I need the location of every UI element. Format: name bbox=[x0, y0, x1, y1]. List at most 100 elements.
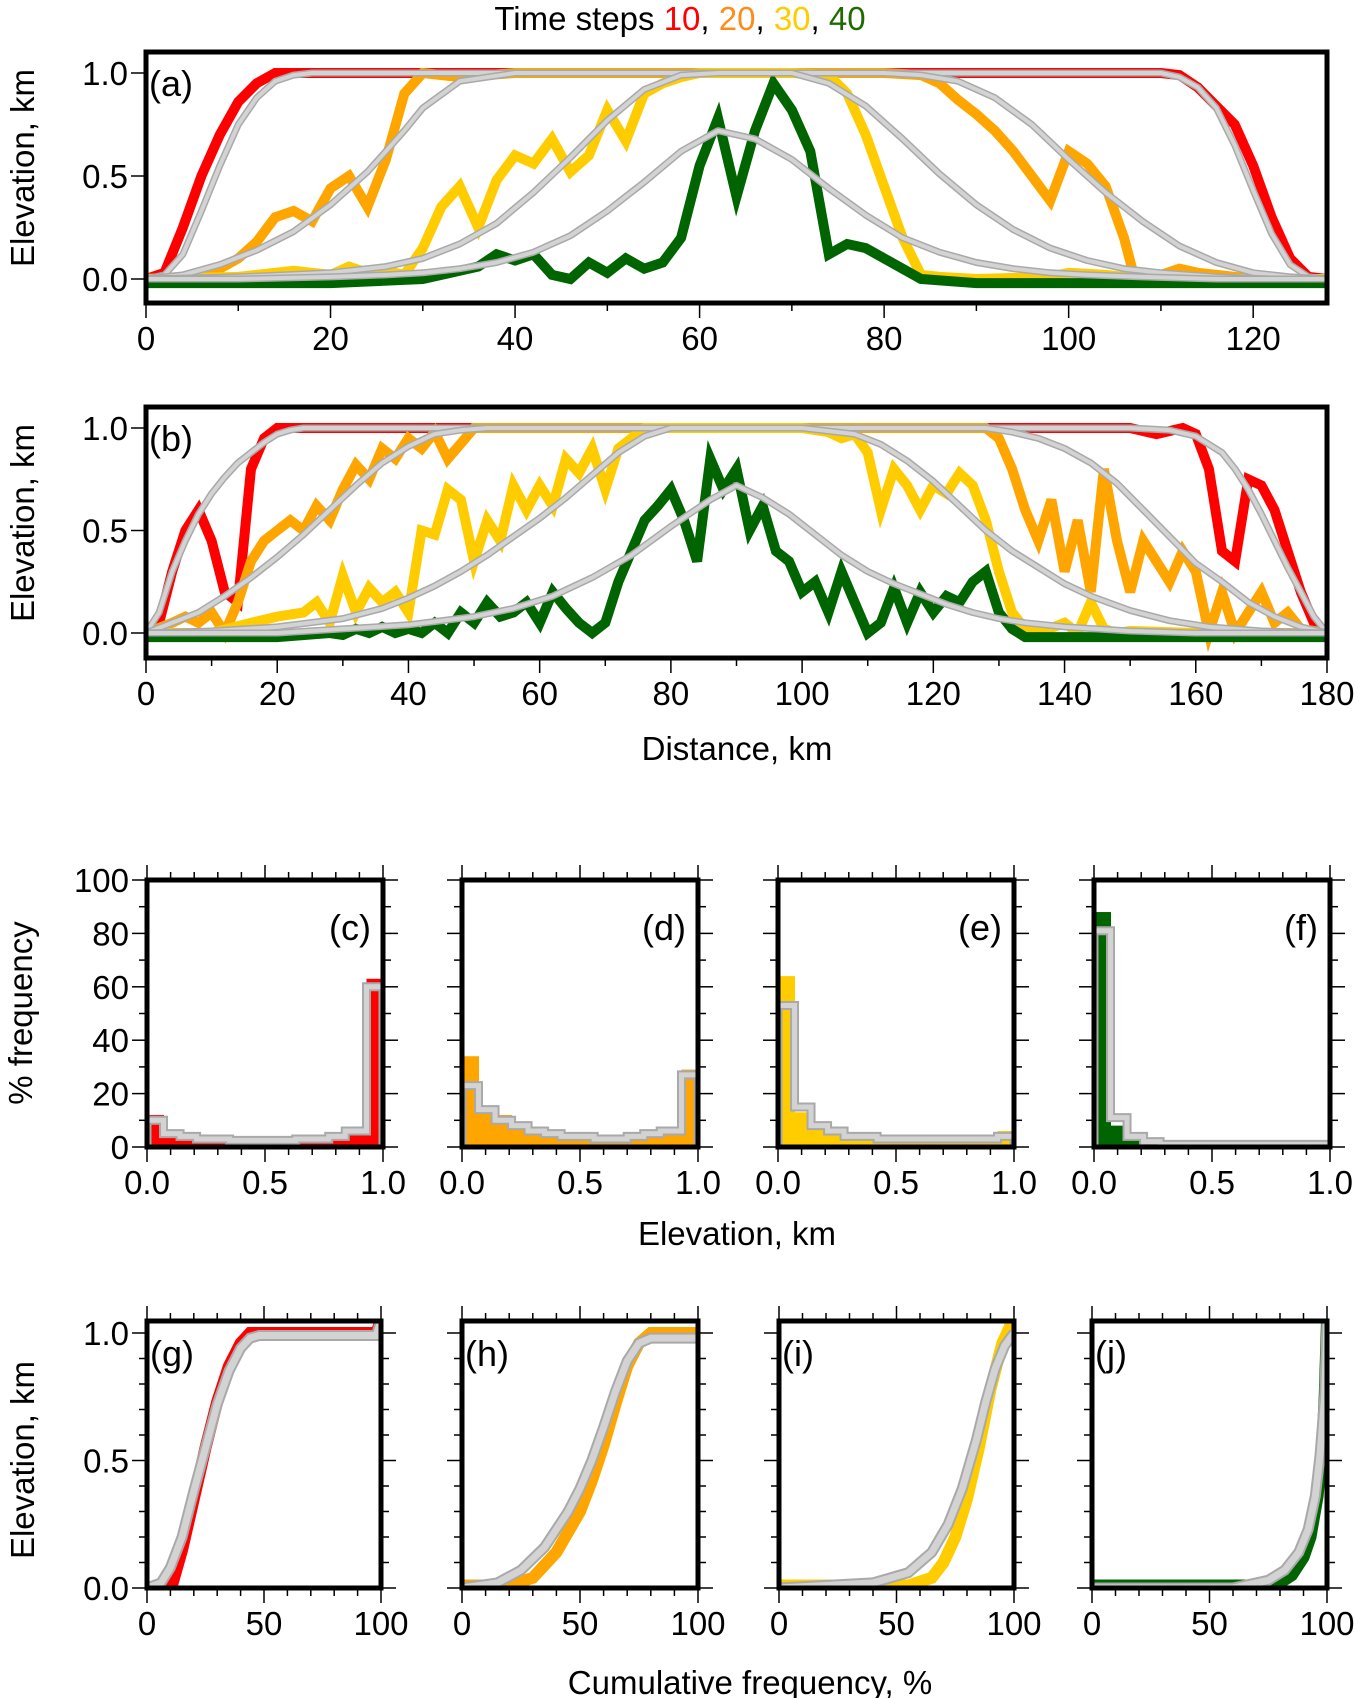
y-tick-label: 1.0 bbox=[82, 55, 128, 92]
panel-label-h: (h) bbox=[465, 1333, 509, 1374]
model-cumulative-outline bbox=[1092, 1321, 1327, 1588]
y-tick-label: 80 bbox=[92, 915, 129, 952]
title-separator: , bbox=[811, 0, 829, 37]
title-step-40: 40 bbox=[829, 0, 866, 37]
x-tick-label: 120 bbox=[1226, 320, 1281, 357]
x-tick-label: 50 bbox=[562, 1605, 599, 1642]
x-tick-label: 50 bbox=[1191, 1605, 1228, 1642]
x-tick-label: 0 bbox=[138, 1605, 156, 1642]
title-step-20: 20 bbox=[719, 0, 756, 37]
y-tick-label: 0.0 bbox=[82, 261, 128, 298]
y-tick-label: 0.5 bbox=[82, 513, 128, 550]
model-line-7 bbox=[146, 128, 1327, 281]
x-tick-label: 0.5 bbox=[873, 1164, 919, 1201]
panel-g: 0 50 100 0.0 0.5 1.0 (g) bbox=[83, 1306, 409, 1642]
frame-j bbox=[1089, 1318, 1330, 1591]
title-separator: , bbox=[700, 0, 718, 37]
y-tick-label: 0.5 bbox=[82, 158, 128, 195]
x-tick-label: 100 bbox=[1041, 320, 1096, 357]
panel-label-f: (f) bbox=[1284, 907, 1318, 948]
plot-area-i bbox=[779, 1321, 1014, 1588]
x-tick-label: 40 bbox=[497, 320, 534, 357]
x-tick-label: 100 bbox=[1299, 1605, 1354, 1642]
x-tick-label: 60 bbox=[681, 320, 718, 357]
x-tick-label: 0 bbox=[770, 1605, 788, 1642]
plot-area-j bbox=[1092, 1321, 1327, 1588]
model-step-line bbox=[1094, 928, 1330, 1147]
series-line-time-step-20 bbox=[146, 422, 1327, 653]
series-line-time-step-30 bbox=[146, 423, 1327, 641]
panels: 0 20 40 60 80 100 120 0.0 0.5 1.0 (a) 0 20 40 60 80 100 1… bbox=[74, 49, 1355, 1642]
x-tick-label: 80 bbox=[653, 675, 690, 712]
x-tick-label: 0.0 bbox=[124, 1164, 170, 1201]
model-step-line bbox=[778, 1002, 1014, 1147]
figure-title: Time steps 10, 20, 30, 40 bbox=[494, 0, 865, 37]
y-tick-label: 0 bbox=[111, 1129, 129, 1166]
x-tick-label: 100 bbox=[986, 1605, 1041, 1642]
x-tick-label: 20 bbox=[259, 675, 296, 712]
plot-area-c bbox=[147, 978, 383, 1147]
x-tick-label: 40 bbox=[390, 675, 427, 712]
x-tick-label: 0 bbox=[137, 320, 155, 357]
cumulative-line bbox=[1092, 1321, 1327, 1588]
x-tick-label: 0.0 bbox=[439, 1164, 485, 1201]
model-cumulative-line bbox=[147, 1321, 381, 1588]
model-line-6 bbox=[146, 426, 1327, 635]
model-step-outline bbox=[1094, 926, 1330, 1147]
x-tick-label: 20 bbox=[312, 320, 349, 357]
panel-e: 0.0 0.5 1.0 (e) bbox=[755, 865, 1037, 1201]
x-tick-label: 0 bbox=[1083, 1605, 1101, 1642]
panel-label-d: (d) bbox=[642, 907, 686, 948]
panel-label-g: (g) bbox=[150, 1333, 194, 1374]
x-tick-label: 100 bbox=[775, 675, 830, 712]
axis-title-ylabel-b: Elevation, km bbox=[4, 424, 41, 622]
axis-title-distance: Distance, km bbox=[642, 730, 833, 767]
hist-bar bbox=[577, 1136, 595, 1147]
x-tick-label: 0 bbox=[453, 1605, 471, 1642]
axis-title-hist-elevation: Elevation, km bbox=[638, 1215, 836, 1252]
model-line-6 bbox=[146, 71, 1327, 281]
y-tick-label: 1.0 bbox=[83, 1315, 129, 1352]
panel-f: 0.0 0.5 1.0 (f) bbox=[1071, 865, 1353, 1201]
x-tick-label: 140 bbox=[1037, 675, 1092, 712]
x-tick-label: 120 bbox=[906, 675, 961, 712]
axis-title-ylabel-a: Elevation, km bbox=[4, 69, 41, 267]
plot-area-h bbox=[462, 1327, 698, 1588]
model-line-outline-5 bbox=[146, 424, 1327, 637]
y-tick-label: 60 bbox=[92, 969, 129, 1006]
model-cumulative-line bbox=[1092, 1321, 1327, 1588]
y-tick-label: 20 bbox=[92, 1076, 129, 1113]
model-line-7 bbox=[146, 483, 1327, 635]
x-tick-label: 0.5 bbox=[557, 1164, 603, 1201]
x-tick-label: 60 bbox=[521, 675, 558, 712]
x-tick-label: 50 bbox=[878, 1605, 915, 1642]
model-line-5 bbox=[146, 71, 1327, 281]
y-tick-label: 1.0 bbox=[82, 410, 128, 447]
y-tick-label: 0.0 bbox=[83, 1570, 129, 1607]
y-tick-label: 40 bbox=[92, 1022, 129, 1059]
x-tick-label: 50 bbox=[246, 1605, 283, 1642]
model-line-4 bbox=[146, 426, 1327, 635]
title-step-10: 10 bbox=[664, 0, 701, 37]
x-tick-label: 100 bbox=[670, 1605, 725, 1642]
x-tick-label: 1.0 bbox=[360, 1164, 406, 1201]
panel-d: 0.0 0.5 1.0 (d) bbox=[439, 865, 721, 1201]
axis-title-cumulative: Cumulative frequency, % bbox=[568, 1664, 932, 1698]
y-tick-label: 100 bbox=[74, 862, 129, 899]
model-cumulative-line bbox=[779, 1330, 1014, 1588]
panel-label-i: (i) bbox=[782, 1333, 814, 1374]
plot-area-d bbox=[462, 1056, 698, 1147]
panel-label-a: (a) bbox=[149, 63, 193, 104]
axis-title-ylabel-c: % frequency bbox=[2, 921, 39, 1105]
plot-area-g bbox=[147, 1321, 381, 1588]
x-tick-label: 180 bbox=[1299, 675, 1354, 712]
model-step-outline bbox=[147, 982, 383, 1147]
x-tick-label: 1.0 bbox=[675, 1164, 721, 1201]
panel-label-c: (c) bbox=[329, 907, 371, 948]
x-tick-label: 0.5 bbox=[242, 1164, 288, 1201]
model-line-outline-6 bbox=[146, 424, 1327, 637]
cumulative-line bbox=[779, 1321, 1014, 1588]
model-cumulative-line bbox=[462, 1334, 698, 1588]
series-line-time-step-40 bbox=[146, 72, 1327, 289]
series-line-time-step-10 bbox=[146, 422, 1327, 637]
